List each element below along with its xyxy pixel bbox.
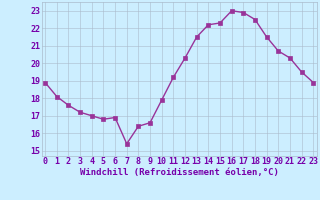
- X-axis label: Windchill (Refroidissement éolien,°C): Windchill (Refroidissement éolien,°C): [80, 168, 279, 177]
